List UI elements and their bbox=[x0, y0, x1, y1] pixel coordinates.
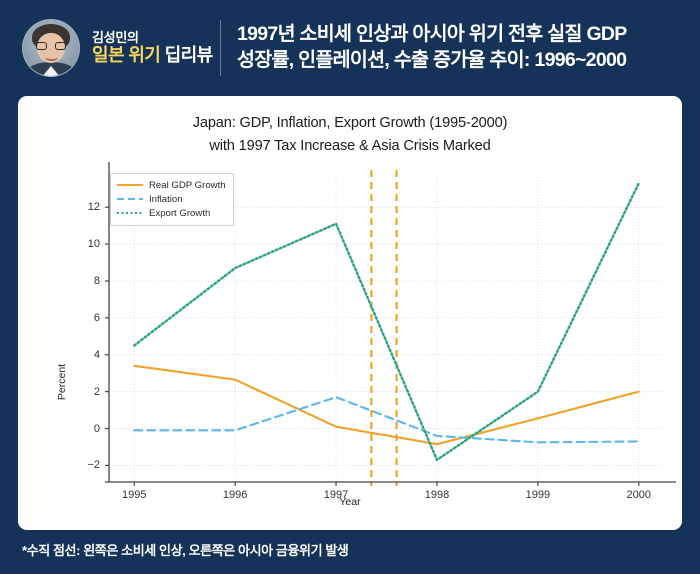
legend-label: Inflation bbox=[149, 193, 183, 205]
x-tick-label: 1998 bbox=[424, 489, 450, 501]
legend-item[interactable]: Inflation bbox=[117, 192, 226, 206]
series-line bbox=[133, 396, 640, 444]
chart-svg bbox=[105, 162, 676, 486]
y-tick-label: 10 bbox=[87, 238, 100, 251]
brand-block: 김성민의 일본 위기 딥리뷰 bbox=[22, 19, 214, 77]
x-axis-label: Year bbox=[339, 496, 361, 508]
legend-item[interactable]: Export Growth bbox=[117, 206, 226, 220]
y-tick-label: 8 bbox=[93, 274, 100, 287]
brand-title: 일본 위기 딥리뷰 bbox=[92, 45, 213, 65]
x-tick-label: 1999 bbox=[525, 489, 551, 501]
header-divider bbox=[220, 20, 221, 76]
brand-text: 김성민의 일본 위기 딥리뷰 bbox=[92, 29, 213, 66]
page-title-line1: 1997년 소비세 인상과 아시아 위기 전후 실질 GDP bbox=[237, 23, 627, 46]
chart-title-line1: Japan: GDP, Inflation, Export Growth (19… bbox=[192, 115, 508, 131]
x-tick-label: 1997 bbox=[323, 489, 349, 501]
y-tick-label: 12 bbox=[87, 201, 100, 214]
glasses-icon bbox=[36, 42, 66, 50]
x-tick-label: 1995 bbox=[121, 489, 147, 501]
header-bar: 김성민의 일본 위기 딥리뷰 1997년 소비세 인상과 아시아 위기 전후 실… bbox=[0, 0, 700, 96]
chart-card: Japan: GDP, Inflation, Export Growth (19… bbox=[18, 96, 682, 530]
y-tick-label: 0 bbox=[93, 422, 100, 435]
avatar-mouth bbox=[45, 54, 58, 61]
y-tick-label: 4 bbox=[93, 348, 100, 361]
page-title: 1997년 소비세 인상과 아시아 위기 전후 실질 GDP 성장률, 인플레이… bbox=[237, 22, 627, 74]
series-line bbox=[133, 182, 640, 462]
page-title-line2: 성장률, 인플레이션, 수출 증가율 추이: 1996~2000 bbox=[237, 49, 627, 71]
series-line bbox=[133, 364, 640, 446]
avatar-shirt bbox=[43, 66, 59, 76]
chart-legend: Real GDP Growth Inflation Export Growth bbox=[110, 173, 234, 226]
legend-label: Real GDP Growth bbox=[149, 179, 226, 191]
y-tick-label: −2 bbox=[87, 459, 100, 472]
x-tick-label: 2000 bbox=[626, 489, 652, 501]
legend-item[interactable]: Real GDP Growth bbox=[117, 178, 226, 192]
footnote-caption: *수직 점선: 왼쪽은 소비세 인상, 오른쪽은 아시아 금융위기 발생 bbox=[22, 543, 349, 558]
chart-title-line2: with 1997 Tax Increase & Asia Crisis Mar… bbox=[209, 137, 491, 154]
brand-subtitle: 김성민의 bbox=[92, 29, 139, 45]
brand-title-rest: 딥리뷰 bbox=[164, 45, 213, 66]
chart-title: Japan: GDP, Inflation, Export Growth (19… bbox=[18, 112, 682, 157]
plot-area: Percent Year −2 0 2 4 6 8 10 12 1995 1996 1997 199… bbox=[18, 96, 682, 530]
legend-label: Export Growth bbox=[149, 207, 211, 219]
y-tick-label: 2 bbox=[93, 385, 100, 398]
x-tick-label: 1996 bbox=[222, 489, 248, 501]
y-tick-label: 6 bbox=[93, 311, 100, 324]
avatar bbox=[22, 19, 80, 77]
brand-title-highlight: 일본 위기 bbox=[92, 45, 161, 66]
